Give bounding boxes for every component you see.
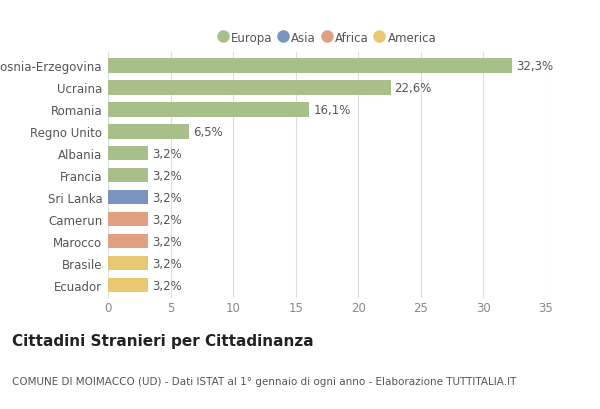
Text: 22,6%: 22,6% xyxy=(395,82,432,95)
Text: Cittadini Stranieri per Cittadinanza: Cittadini Stranieri per Cittadinanza xyxy=(12,333,314,348)
Legend: Europa, Asia, Africa, America: Europa, Asia, Africa, America xyxy=(215,29,439,47)
Bar xyxy=(108,213,148,227)
Text: 3,2%: 3,2% xyxy=(152,191,182,204)
Text: 3,2%: 3,2% xyxy=(152,235,182,248)
Text: 32,3%: 32,3% xyxy=(516,60,553,73)
Text: 3,2%: 3,2% xyxy=(152,169,182,182)
Text: 3,2%: 3,2% xyxy=(152,279,182,292)
Text: 3,2%: 3,2% xyxy=(152,257,182,270)
Text: 3,2%: 3,2% xyxy=(152,213,182,226)
Bar xyxy=(108,59,512,74)
Text: 3,2%: 3,2% xyxy=(152,148,182,160)
Bar xyxy=(108,103,310,117)
Bar xyxy=(108,81,391,95)
Text: COMUNE DI MOIMACCO (UD) - Dati ISTAT al 1° gennaio di ogni anno - Elaborazione T: COMUNE DI MOIMACCO (UD) - Dati ISTAT al … xyxy=(12,376,517,386)
Text: 6,5%: 6,5% xyxy=(193,126,223,139)
Text: 16,1%: 16,1% xyxy=(313,103,350,117)
Bar xyxy=(108,169,148,183)
Bar xyxy=(108,256,148,271)
Bar xyxy=(108,147,148,161)
Bar xyxy=(108,191,148,205)
Bar xyxy=(108,125,190,139)
Bar xyxy=(108,278,148,292)
Bar xyxy=(108,234,148,249)
